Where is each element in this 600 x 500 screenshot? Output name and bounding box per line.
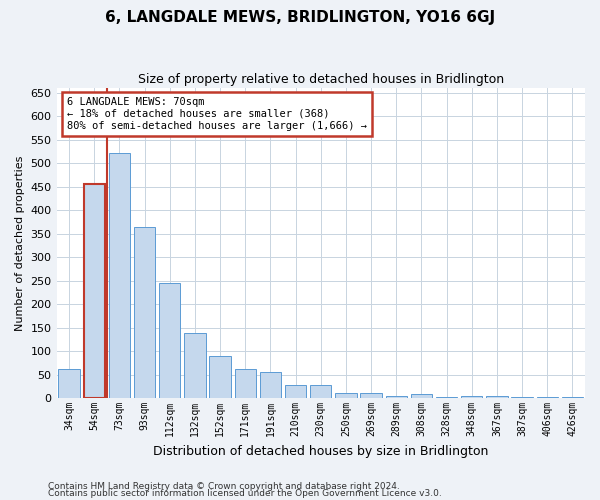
Bar (260, 372, 281, 398)
Text: 6, LANGDALE MEWS, BRIDLINGTON, YO16 6GJ: 6, LANGDALE MEWS, BRIDLINGTON, YO16 6GJ (105, 10, 495, 25)
Title: Size of property relative to detached houses in Bridlington: Size of property relative to detached ho… (138, 72, 504, 86)
Bar (109, 153, 130, 398)
Text: Contains HM Land Registry data © Crown copyright and database right 2024.: Contains HM Land Registry data © Crown c… (48, 482, 400, 491)
Text: Contains public sector information licensed under the Open Government Licence v3: Contains public sector information licen… (48, 490, 442, 498)
Bar (536, 397, 558, 398)
Bar (411, 394, 432, 398)
Bar (310, 386, 331, 398)
X-axis label: Distribution of detached houses by size in Bridlington: Distribution of detached houses by size … (153, 444, 488, 458)
Bar (83, 184, 105, 398)
Bar (386, 396, 407, 398)
Bar (209, 356, 231, 398)
Bar (235, 369, 256, 398)
Bar (159, 283, 181, 398)
Bar (58, 369, 80, 398)
Bar (486, 396, 508, 398)
Bar (436, 396, 457, 398)
Bar (285, 386, 307, 398)
Bar (134, 226, 155, 398)
Bar (461, 396, 482, 398)
Bar (335, 394, 356, 398)
Bar (184, 334, 206, 398)
Bar (511, 396, 533, 398)
Text: 6 LANGDALE MEWS: 70sqm
← 18% of detached houses are smaller (368)
80% of semi-de: 6 LANGDALE MEWS: 70sqm ← 18% of detached… (67, 98, 367, 130)
Bar (361, 392, 382, 398)
Bar (562, 397, 583, 398)
Y-axis label: Number of detached properties: Number of detached properties (15, 156, 25, 331)
